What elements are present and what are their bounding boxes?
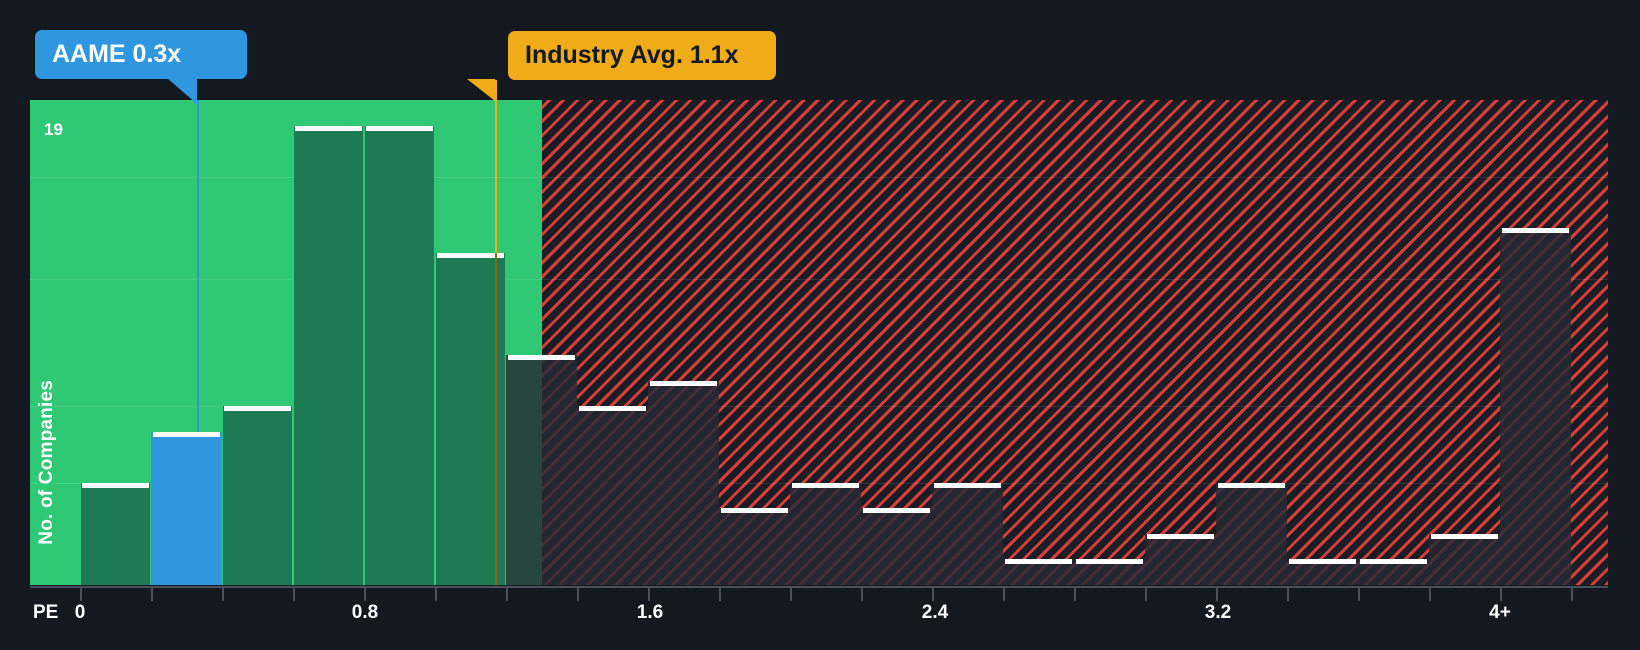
x-axis-tick: [648, 588, 650, 601]
x-axis-tick: [293, 588, 295, 601]
bar-value-cap: [1502, 228, 1569, 233]
gridline: [30, 177, 1608, 178]
x-axis-tick: [790, 588, 792, 601]
x-axis-tick: [1003, 588, 1005, 601]
bar[interactable]: [577, 406, 648, 585]
bar-value-cap: [792, 483, 859, 488]
bar-value-cap: [934, 483, 1001, 488]
x-axis-tick: [1571, 588, 1573, 601]
bar[interactable]: [435, 253, 506, 585]
bar[interactable]: [1074, 559, 1145, 585]
industry-marker-line-lower: [494, 253, 497, 585]
x-axis-tick-label: 3.2: [1204, 602, 1232, 623]
bar-value-cap: [579, 406, 646, 411]
industry-callout[interactable]: Industry Avg. 1.1x: [508, 31, 776, 80]
x-axis-tick-label: 2.4: [921, 602, 949, 623]
company-marker-line: [196, 100, 199, 432]
bar[interactable]: [1216, 483, 1287, 585]
x-axis-tick: [861, 588, 863, 601]
bar-value-cap: [437, 253, 504, 258]
y-axis-max-value: 19: [44, 120, 63, 139]
bar[interactable]: [1003, 559, 1074, 585]
x-axis-prefix-label: PE: [33, 602, 59, 623]
x-axis-tick: [151, 588, 153, 601]
bar-value-cap: [1005, 559, 1072, 564]
bar-value-cap: [153, 432, 220, 437]
bar-value-cap: [1431, 534, 1498, 539]
bar[interactable]: [364, 126, 435, 585]
bar-value-cap: [1360, 559, 1427, 564]
bar[interactable]: [1429, 534, 1500, 585]
x-axis-tick-label: 4+: [1489, 602, 1511, 623]
bar[interactable]: [790, 483, 861, 585]
bar-value-cap: [366, 126, 433, 131]
bar[interactable]: [293, 126, 364, 585]
x-axis-tick: [1145, 588, 1147, 601]
bar[interactable]: [80, 483, 151, 585]
company-callout[interactable]: AAME 0.3x: [35, 30, 247, 79]
bar[interactable]: [932, 483, 1003, 585]
bar-value-cap: [721, 508, 788, 513]
x-axis-tick: [1216, 588, 1218, 601]
x-axis-tick: [719, 588, 721, 601]
x-axis-line: [30, 586, 1608, 588]
bar-value-cap: [1218, 483, 1285, 488]
x-axis-tick-label: 0.8: [351, 602, 379, 623]
bar-value-cap: [650, 381, 717, 386]
bar-value-cap: [1289, 559, 1356, 564]
bar-value-cap: [1076, 559, 1143, 564]
x-axis-tick: [577, 588, 579, 601]
bar[interactable]: [1145, 534, 1216, 585]
bar[interactable]: [719, 508, 790, 585]
bar[interactable]: [222, 406, 293, 585]
bar-value-cap: [82, 483, 149, 488]
x-axis-tick: [1358, 588, 1360, 601]
bar-value-cap: [1147, 534, 1214, 539]
company-callout-tail: [166, 78, 197, 104]
bar[interactable]: [1287, 559, 1358, 585]
bar-value-cap: [508, 355, 575, 360]
bar-value-cap: [295, 126, 362, 131]
industry-callout-tail: [466, 79, 495, 101]
bar[interactable]: [506, 355, 577, 585]
plot-area: [30, 100, 1608, 585]
bar[interactable]: [648, 381, 719, 585]
x-axis-tick: [222, 588, 224, 601]
gridline: [30, 406, 1608, 407]
bar[interactable]: [1500, 228, 1571, 585]
x-axis-tick: [932, 588, 934, 601]
x-axis-tick: [1429, 588, 1431, 601]
industry-marker-line: [494, 80, 497, 253]
x-axis-tick-label: 1.6: [636, 602, 664, 623]
x-axis-tick: [1287, 588, 1289, 601]
x-axis-tick: [1500, 588, 1502, 601]
x-axis-tick: [364, 588, 366, 601]
x-axis-tick: [1074, 588, 1076, 601]
gridline: [30, 279, 1608, 280]
x-axis-tick: [80, 588, 82, 601]
bar-value-cap: [863, 508, 930, 513]
bar[interactable]: [1358, 559, 1429, 585]
bar[interactable]: [151, 432, 222, 585]
y-axis-title: No. of Companies: [36, 380, 57, 545]
x-axis-tick: [506, 588, 508, 601]
bar-value-cap: [224, 406, 291, 411]
overvalued-zone: [541, 100, 1608, 585]
x-axis-tick-label: 0: [74, 602, 86, 623]
x-axis-tick: [435, 588, 437, 601]
bar[interactable]: [861, 508, 932, 585]
